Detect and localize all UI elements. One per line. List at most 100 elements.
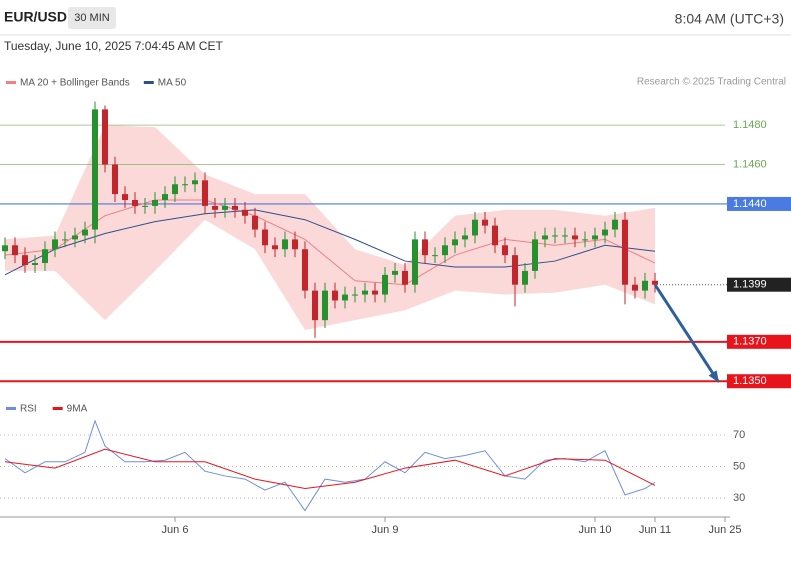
- candle-body: [412, 239, 418, 285]
- level-label: 1.1350: [733, 375, 767, 387]
- ma20-line: [4, 199, 656, 286]
- candle-body: [52, 239, 58, 250]
- credit: Research © 2025 Trading Central: [637, 77, 786, 88]
- legend-label: MA 20 + Bollinger Bands: [20, 78, 130, 89]
- candle-body: [62, 239, 68, 241]
- candle-body: [572, 235, 578, 240]
- x-tick-label: Jun 10: [578, 524, 611, 536]
- candle-body: [362, 290, 368, 295]
- candle-body: [202, 180, 208, 206]
- candle-body: [242, 209, 248, 216]
- candle-body: [372, 290, 378, 295]
- x-tick-label: Jun 25: [708, 524, 741, 536]
- candle-body: [162, 194, 168, 200]
- candle-body: [82, 229, 88, 236]
- candle-body: [152, 200, 158, 206]
- interval[interactable]: 30 MIN: [74, 12, 110, 24]
- candle-body: [632, 284, 638, 291]
- candle-body: [172, 184, 178, 195]
- candle-body: [292, 239, 298, 250]
- candle-body: [2, 245, 8, 252]
- candle-body: [212, 205, 218, 210]
- candle-body: [252, 215, 258, 230]
- candle-body: [132, 200, 138, 206]
- candle-body: [32, 263, 38, 265]
- candle-body: [112, 164, 118, 195]
- current-price-label: 1.1399: [733, 279, 767, 291]
- legend-swatch: [52, 407, 63, 410]
- symbol: EUR/USD: [4, 9, 67, 25]
- candle-body: [232, 205, 238, 210]
- candle-body: [402, 270, 408, 285]
- candle-body: [562, 235, 568, 237]
- y-tick-label: 50: [733, 460, 745, 472]
- candle-body: [642, 280, 648, 291]
- legend-label: MA 50: [158, 78, 187, 89]
- candle-body: [442, 245, 448, 256]
- x-tick-label: Jun 11: [639, 524, 671, 536]
- candle-body: [142, 205, 148, 207]
- candle-body: [342, 294, 348, 301]
- candle-body: [42, 249, 48, 264]
- interval-box[interactable]: [68, 7, 116, 29]
- candle-body: [182, 184, 188, 186]
- x-tick-label: Jun 9: [372, 524, 399, 536]
- candle-body: [102, 109, 108, 165]
- candle-body: [222, 205, 228, 210]
- candle-body: [542, 235, 548, 240]
- level-label: 1.1440: [733, 198, 767, 210]
- candle-body: [322, 290, 328, 321]
- candle-body: [282, 239, 288, 250]
- candle-body: [72, 235, 78, 240]
- candle-body: [482, 219, 488, 226]
- level-box: [727, 374, 791, 389]
- candle-body: [462, 235, 468, 240]
- candle-body: [352, 294, 358, 296]
- candle-body: [622, 219, 628, 285]
- candle-body: [272, 245, 278, 250]
- forecast-arrow-head: [708, 370, 720, 383]
- candle-body: [472, 219, 478, 236]
- rsi-line: [4, 448, 656, 490]
- candle-body: [602, 229, 608, 236]
- candle-body: [492, 225, 498, 246]
- level-box: [727, 334, 791, 349]
- candle-body: [522, 270, 528, 285]
- candle-body: [92, 109, 98, 230]
- forecast-arrow: [653, 283, 720, 383]
- legend-swatch: [6, 81, 16, 84]
- candle-body: [422, 239, 428, 256]
- y-tick-label: 70: [733, 429, 745, 441]
- legend-swatch: [143, 81, 154, 84]
- candle-body: [552, 235, 558, 237]
- ma50-line: [4, 209, 656, 276]
- candle-body: [432, 255, 438, 257]
- candle-body: [652, 280, 658, 285]
- level-label: 1.1370: [733, 336, 767, 348]
- legend-label: 9MA: [67, 404, 88, 415]
- candle-body: [502, 245, 508, 256]
- candle-body: [512, 255, 518, 285]
- candle-body: [12, 245, 18, 256]
- timestamp: Tuesday, June 10, 2025 7:04:45 AM CET: [4, 39, 223, 53]
- candle-body: [592, 235, 598, 240]
- candle-body: [262, 229, 268, 246]
- x-tick-label: Jun 6: [162, 524, 189, 536]
- candle-body: [302, 249, 308, 291]
- level-label: 1.1480: [733, 119, 767, 131]
- clock: 8:04 AM (UTC+3): [675, 11, 784, 27]
- candle-body: [532, 239, 538, 271]
- level-box: [727, 196, 791, 211]
- candle-body: [582, 239, 588, 241]
- candle-body: [452, 239, 458, 246]
- candle-body: [192, 180, 198, 185]
- legend-label: RSI: [20, 404, 37, 415]
- candle-body: [612, 219, 618, 230]
- bollinger-band: [5, 125, 655, 330]
- level-label: 1.1460: [733, 158, 767, 170]
- candle-body: [122, 194, 128, 200]
- candle-body: [392, 270, 398, 275]
- candle-body: [312, 290, 318, 321]
